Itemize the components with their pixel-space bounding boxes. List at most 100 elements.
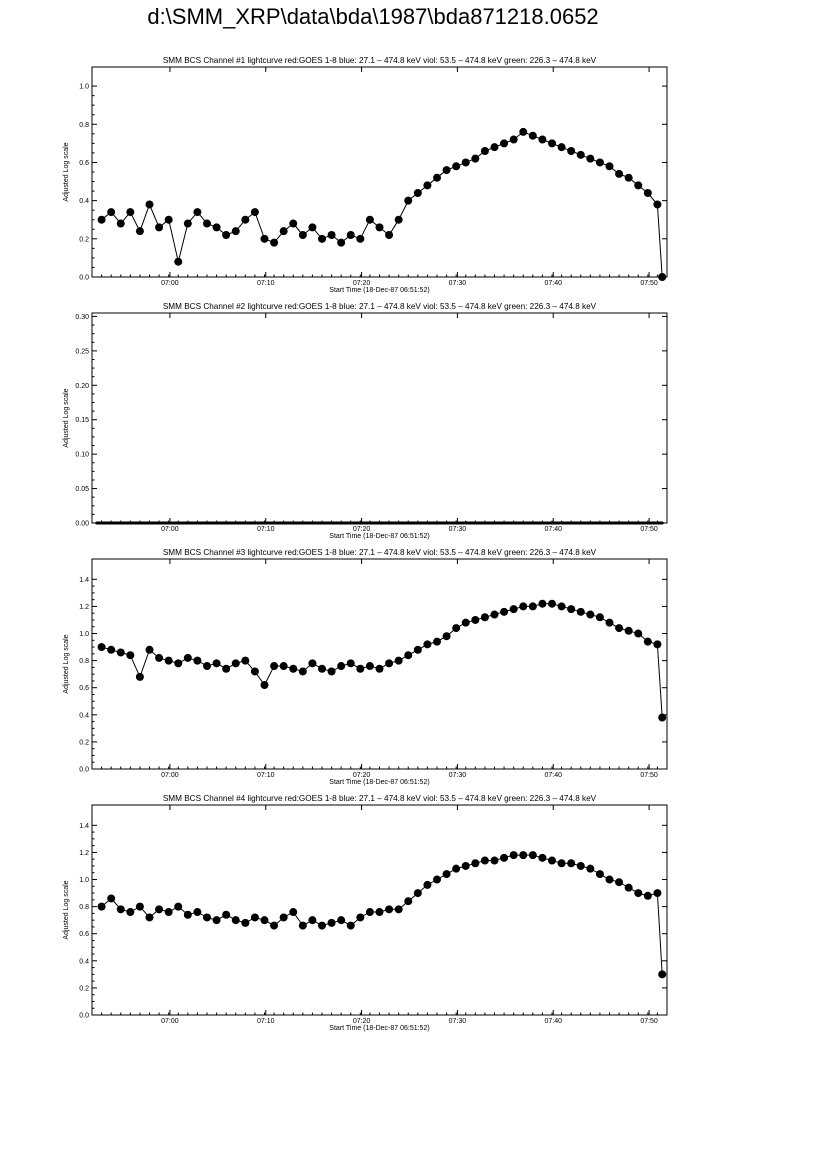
data-point xyxy=(135,902,144,911)
data-point xyxy=(356,913,365,922)
data-point xyxy=(298,667,307,676)
y-tick-label: 1.2 xyxy=(79,850,89,857)
y-tick-label: 0.8 xyxy=(79,904,89,911)
data-point xyxy=(298,231,307,239)
data-point xyxy=(308,659,317,668)
data-point xyxy=(576,150,585,159)
data-point xyxy=(519,602,528,611)
data-point xyxy=(270,238,279,247)
x-tick-label: 07:30 xyxy=(449,280,467,287)
data-point xyxy=(576,861,585,870)
chart-panel-3: SMM BCS Channel #3 lightcurve red:GOES 1… xyxy=(0,540,826,790)
data-point xyxy=(193,908,202,917)
data-point xyxy=(480,613,489,622)
x-tick-label: 07:10 xyxy=(257,1018,275,1025)
chart-1-svg: SMM BCS Channel #1 lightcurve red:GOES 1… xyxy=(63,56,668,294)
x-tick-label: 07:00 xyxy=(161,280,179,287)
data-point xyxy=(135,672,144,681)
data-point xyxy=(615,624,624,633)
x-tick-label: 07:10 xyxy=(257,772,275,779)
data-point xyxy=(557,602,566,611)
data-point xyxy=(289,664,298,673)
data-point xyxy=(318,664,326,673)
data-point xyxy=(490,143,499,152)
chart-2-title: SMM BCS Channel #2 lightcurve red:GOES 1… xyxy=(163,302,597,311)
x-tick-label: 07:30 xyxy=(449,1018,467,1025)
y-tick-label: 0.25 xyxy=(75,348,89,355)
y-tick-label: 0.0 xyxy=(79,767,89,774)
data-point xyxy=(595,870,604,879)
x-tick-label: 07:40 xyxy=(544,526,562,533)
data-point xyxy=(375,908,384,917)
data-point xyxy=(318,234,326,243)
y-tick-label: 0.4 xyxy=(79,958,89,965)
y-tick-label: 0.8 xyxy=(79,658,89,665)
data-point xyxy=(653,889,662,898)
data-point xyxy=(203,662,211,671)
x-tick-label: 07:40 xyxy=(544,772,562,779)
data-point xyxy=(480,147,489,155)
data-point xyxy=(241,215,250,224)
data-point xyxy=(250,208,259,217)
data-point xyxy=(519,851,528,860)
data-point xyxy=(107,894,116,903)
data-point xyxy=(116,219,125,228)
data-point xyxy=(164,656,173,665)
data-point xyxy=(433,637,441,646)
data-point xyxy=(567,147,576,155)
data-point xyxy=(222,664,231,673)
data-point xyxy=(212,223,221,232)
data-point xyxy=(404,651,413,660)
data-point xyxy=(260,234,269,243)
data-point xyxy=(260,681,269,689)
data-point xyxy=(461,861,470,870)
data-point xyxy=(509,851,518,860)
data-point xyxy=(442,632,451,641)
y-tick-label: 0.05 xyxy=(75,486,89,493)
x-tick-label: 07:10 xyxy=(257,280,275,287)
data-point xyxy=(461,618,470,627)
data-point xyxy=(404,897,413,906)
data-point xyxy=(126,908,135,917)
data-point xyxy=(97,643,106,652)
y-tick-label: 0.0 xyxy=(79,275,89,282)
data-point xyxy=(385,905,394,914)
data-point xyxy=(394,656,403,665)
data-point xyxy=(557,859,566,868)
data-point xyxy=(193,656,202,665)
data-point xyxy=(548,856,556,865)
x-tick-label: 07:30 xyxy=(449,526,467,533)
data-point xyxy=(576,607,585,616)
data-point xyxy=(480,856,489,865)
data-point xyxy=(643,637,652,646)
data-point xyxy=(116,905,125,914)
chart-panel-2: SMM BCS Channel #2 lightcurve red:GOES 1… xyxy=(0,294,826,544)
data-point xyxy=(155,905,164,914)
data-point xyxy=(519,127,528,136)
data-point xyxy=(413,889,422,898)
data-point xyxy=(327,918,336,927)
data-point xyxy=(595,613,604,622)
data-point xyxy=(97,215,106,224)
data-point xyxy=(356,234,365,243)
data-point xyxy=(346,921,355,930)
chart-3-ylabel: Adjusted Log scale xyxy=(63,634,70,693)
data-point xyxy=(500,607,509,616)
data-point xyxy=(174,257,183,266)
data-point xyxy=(605,875,614,884)
data-point xyxy=(212,659,221,668)
y-tick-label: 0.6 xyxy=(79,160,89,167)
data-point xyxy=(250,667,259,676)
y-tick-label: 0.10 xyxy=(75,452,89,459)
x-tick-label: 07:50 xyxy=(640,772,658,779)
data-point xyxy=(145,200,154,209)
data-point xyxy=(222,910,231,919)
x-tick-label: 07:50 xyxy=(640,526,658,533)
data-point xyxy=(423,181,432,190)
chart-1-title: SMM BCS Channel #1 lightcurve red:GOES 1… xyxy=(163,56,597,65)
chart-4-ylabel: Adjusted Log scale xyxy=(63,880,70,939)
data-point xyxy=(107,208,116,217)
data-point xyxy=(452,162,461,171)
data-point xyxy=(653,640,662,649)
data-point xyxy=(337,916,346,925)
